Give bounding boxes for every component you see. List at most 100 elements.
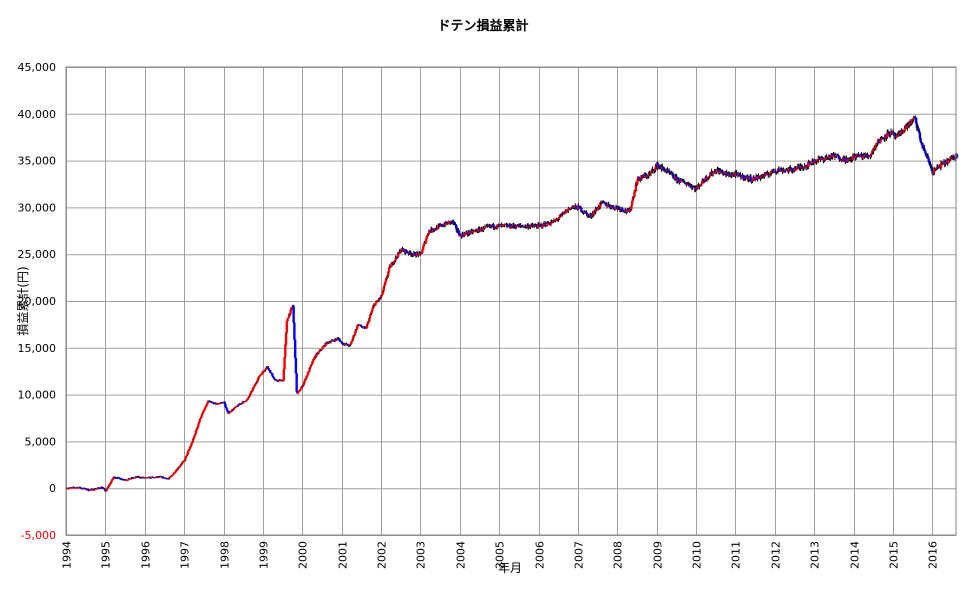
candle-body [807, 161, 810, 167]
candle-body [896, 134, 899, 138]
candle-body [91, 488, 95, 491]
candle-body [565, 209, 569, 213]
y-tick-label: 40,000 [18, 108, 57, 121]
candle-body [121, 478, 124, 480]
candle-body [696, 187, 699, 190]
candle-body [190, 443, 193, 446]
candle-body [465, 232, 469, 234]
candle-body [333, 340, 336, 342]
candle-body [368, 318, 371, 322]
candle-body [106, 486, 110, 489]
candle-body [605, 204, 609, 207]
candle-body [305, 376, 308, 379]
candle-body [303, 381, 306, 384]
candle-body [175, 469, 179, 471]
candle-body [195, 429, 198, 431]
candle-body [289, 309, 292, 315]
candle-body [320, 349, 323, 351]
candle-body [126, 479, 129, 481]
candle-body [820, 157, 823, 160]
candle-body [203, 409, 206, 412]
candle-body [127, 478, 130, 480]
candle-body [841, 160, 844, 162]
candle-body [356, 325, 359, 330]
candle-body [737, 173, 741, 176]
candle-body [681, 179, 685, 182]
candle-body [348, 345, 351, 347]
candle-body [367, 321, 370, 323]
candle-body [884, 134, 888, 138]
candle-body [796, 166, 799, 169]
candle-body [754, 179, 757, 181]
candle-body [805, 166, 808, 168]
candle-body [425, 235, 429, 239]
candle-body [172, 473, 175, 476]
candle-body [409, 251, 412, 253]
candle-body [633, 190, 637, 193]
candle-body [621, 209, 625, 212]
candle-body [567, 208, 570, 211]
candle-body [537, 224, 540, 228]
x-tick-label: 2008 [612, 541, 625, 569]
candle-body [928, 162, 931, 165]
candle-body [375, 301, 379, 303]
x-axis-label: 年月 [498, 561, 522, 575]
candle-body [180, 463, 183, 465]
candle-body [228, 412, 231, 414]
candle-body [179, 464, 182, 466]
candle-body [736, 172, 739, 174]
candle-body [557, 218, 560, 220]
candle-body [415, 252, 419, 256]
candle-body [268, 370, 272, 373]
candle-body [224, 404, 227, 407]
candle-body [202, 411, 205, 413]
candle-body [78, 486, 82, 488]
x-tick-label: 2006 [534, 541, 547, 569]
candle-body [783, 170, 787, 172]
y-tick-label: 25,000 [18, 248, 57, 261]
candle-body [246, 399, 249, 401]
x-tick-label: 1999 [258, 541, 271, 569]
x-tick-label: 2010 [691, 541, 704, 569]
candle-body [265, 367, 268, 370]
candle-body [546, 222, 550, 224]
candle-body [318, 350, 321, 352]
candle-body [263, 370, 267, 372]
candle-body [369, 313, 373, 316]
candle-body [456, 229, 459, 231]
candle-body [934, 168, 938, 170]
candle-body [779, 168, 782, 172]
candle-body [706, 178, 710, 180]
candle-body [918, 132, 922, 139]
candle-body [678, 181, 682, 183]
candle-body [174, 471, 177, 473]
candle-body [519, 225, 523, 227]
candle-body [752, 177, 755, 181]
candle-body [915, 123, 919, 128]
candle-body [722, 173, 725, 175]
candle-body [593, 211, 597, 213]
candle-body [324, 343, 327, 347]
candle-body [214, 402, 217, 405]
candle-body [244, 400, 248, 402]
candle-body [702, 179, 705, 182]
candle-body [206, 403, 209, 405]
x-tick-label: 2014 [849, 541, 862, 569]
candle-body [595, 208, 598, 210]
candle-body [708, 176, 711, 178]
candle-body [378, 298, 382, 300]
candle-body [471, 231, 475, 233]
candle-body [635, 184, 638, 186]
candle-body [103, 488, 107, 491]
candle-body [809, 163, 813, 165]
candle-body [878, 142, 882, 144]
candle-body [183, 460, 186, 462]
candle-body [223, 401, 226, 405]
candle-body [544, 223, 548, 226]
candle-body [812, 162, 816, 164]
candle-body [194, 430, 198, 434]
candle-body [612, 205, 615, 208]
candle-body [283, 357, 286, 370]
candle-body [554, 219, 557, 222]
candle-body [266, 366, 270, 368]
